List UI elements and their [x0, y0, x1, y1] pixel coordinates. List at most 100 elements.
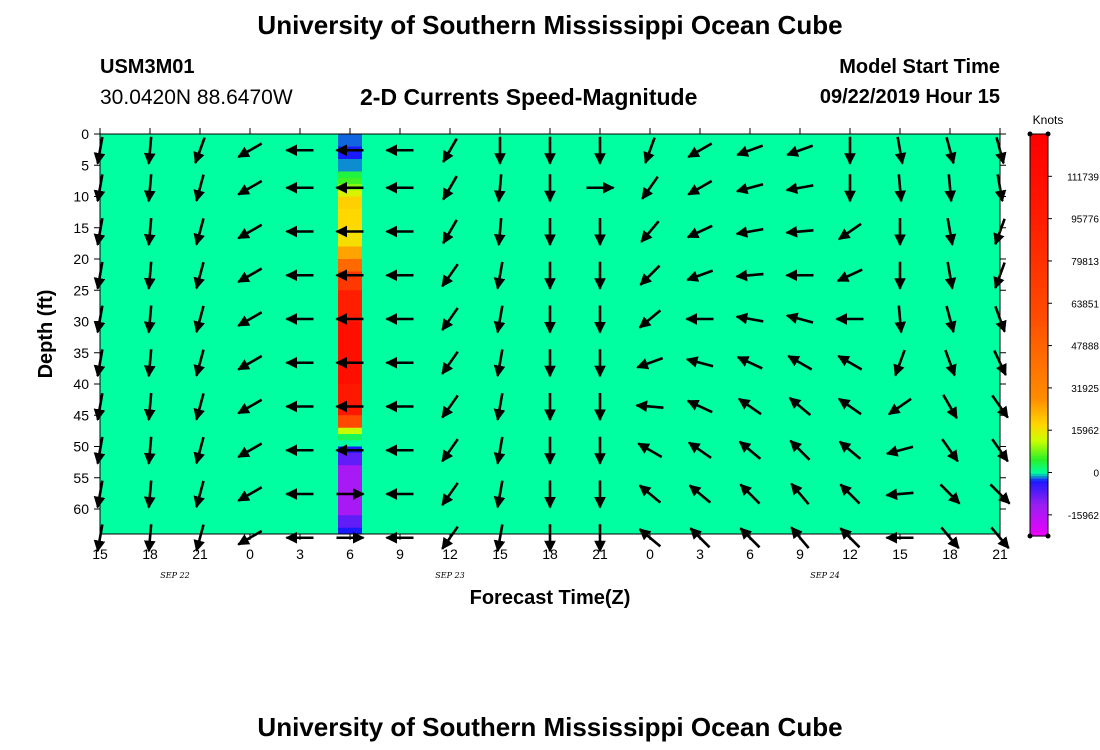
current-vector — [639, 264, 661, 286]
colorbar-segment — [1030, 465, 1048, 469]
colorbar-segment — [1030, 324, 1048, 329]
current-vector — [687, 441, 712, 460]
colorbar-segment — [1030, 515, 1048, 520]
current-vector — [687, 142, 713, 159]
y-tick-label: 10 — [73, 189, 89, 205]
colorbar-segment — [1030, 518, 1048, 522]
colorbar-segment — [1030, 242, 1048, 246]
station-id: USM3M01 — [100, 56, 195, 78]
current-vector — [944, 349, 957, 377]
colorbar-segment — [1030, 154, 1048, 158]
colorbar-segment — [1030, 480, 1048, 484]
colorbar-segment — [1030, 181, 1048, 185]
colorbar-corner — [1045, 533, 1051, 539]
colorbar-segment — [1030, 201, 1048, 205]
colorbar-segment — [1030, 247, 1048, 251]
colorbar-segment — [1030, 473, 1048, 477]
x-tick-label: 3 — [296, 546, 304, 562]
current-vector — [894, 174, 907, 203]
colorbar-segment — [1030, 347, 1048, 351]
y-tick-label: 0 — [81, 126, 89, 142]
current-vector — [493, 480, 506, 509]
colorbar-segment — [1030, 151, 1048, 155]
colorbar-segment — [1030, 239, 1048, 243]
colorbar-segment — [1030, 427, 1048, 432]
colorbar-segment — [1030, 377, 1048, 381]
colorbar-segment — [1030, 179, 1048, 183]
current-vector — [193, 218, 205, 246]
x-tick-label: 3 — [696, 546, 704, 562]
heatmap-cell — [338, 196, 362, 210]
colorbar-segment — [1030, 282, 1048, 286]
colorbar-segment — [1030, 149, 1048, 153]
current-vector — [237, 223, 263, 240]
heatmap-cell — [338, 134, 362, 147]
date-label: SEP 24 — [810, 571, 839, 580]
heatmap-cell — [338, 427, 362, 435]
current-vector — [193, 305, 205, 334]
colorbar-corner — [1027, 533, 1033, 539]
colorbar-segment — [1030, 219, 1048, 223]
colorbar-segment — [1030, 254, 1048, 258]
colorbar-segment — [1030, 134, 1048, 138]
colorbar-segment — [1030, 390, 1048, 394]
x-tick-label: 6 — [346, 546, 354, 562]
current-vector — [237, 179, 263, 196]
colorbar-segment — [1030, 340, 1048, 344]
colorbar-segment — [1030, 440, 1048, 444]
colorbar-segment — [1030, 460, 1048, 464]
current-vector — [787, 354, 813, 371]
current-vector — [736, 144, 764, 157]
colorbar-segment — [1030, 184, 1048, 188]
current-vector — [640, 220, 660, 243]
heatmap-cell — [338, 246, 362, 260]
current-vector — [944, 261, 957, 290]
colorbar-segment — [1030, 259, 1048, 263]
colorbar-tick-label: 31925 — [1071, 384, 1099, 395]
colorbar-segment — [1030, 357, 1048, 361]
colorbar-segment — [1030, 169, 1048, 173]
colorbar-segment — [1030, 206, 1048, 210]
colorbar-segment — [1030, 327, 1048, 331]
colorbar-segment — [1030, 417, 1048, 422]
colorbar-segment — [1030, 294, 1048, 298]
colorbar-segment — [1030, 144, 1048, 148]
colorbar-segment — [1030, 443, 1048, 447]
colorbar-segment — [1030, 405, 1048, 409]
current-vector — [885, 488, 914, 501]
colorbar-segment — [1030, 435, 1048, 439]
colorbar-segment — [1030, 372, 1048, 376]
colorbar-segment — [1030, 493, 1048, 497]
date-label: SEP 23 — [435, 571, 464, 580]
colorbar-segment — [1030, 214, 1048, 218]
heatmap-cell — [338, 171, 362, 179]
current-vector — [944, 174, 957, 203]
colorbar-segment — [1030, 382, 1048, 386]
colorbar-segment — [1030, 355, 1048, 359]
colorbar-segment — [1030, 410, 1048, 414]
colorbar-segment — [1030, 380, 1048, 384]
colorbar-segment — [1030, 415, 1048, 419]
colorbar-segment — [1030, 397, 1048, 401]
colorbar-segment — [1030, 174, 1048, 178]
colorbar-segment — [1030, 422, 1048, 427]
colorbar-segment — [1030, 304, 1048, 308]
colorbar-segment — [1030, 292, 1048, 296]
colorbar-segment — [1030, 199, 1048, 203]
x-tick-label: 15 — [892, 546, 908, 562]
heatmap-cell — [338, 146, 362, 160]
plot-title: 2-D Currents Speed-Magnitude — [360, 84, 698, 110]
colorbar-segment — [1030, 289, 1048, 293]
colorbar-segment — [1030, 375, 1048, 379]
colorbar-segment — [1030, 161, 1048, 165]
x-tick-label: 21 — [192, 546, 208, 562]
current-vector — [637, 442, 663, 459]
current-vector — [193, 349, 205, 377]
colorbar-segment — [1030, 196, 1048, 200]
current-vector — [636, 356, 664, 370]
colorbar-segment — [1030, 257, 1048, 261]
y-tick-label: 60 — [73, 501, 89, 517]
colorbar-segment — [1030, 164, 1048, 168]
colorbar-segment — [1030, 425, 1048, 429]
